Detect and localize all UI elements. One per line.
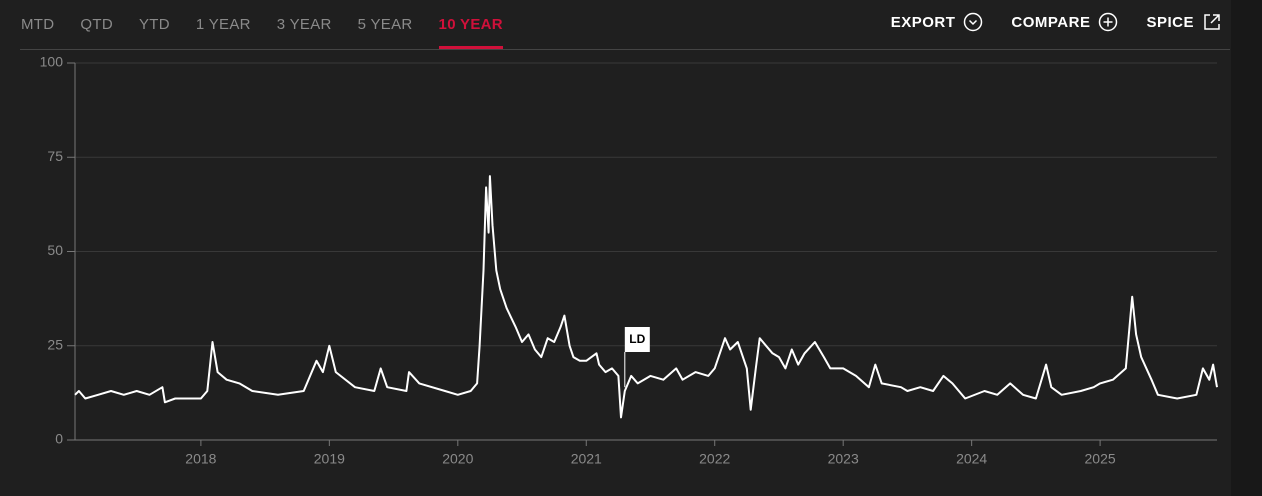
x-tick-label: 2024: [956, 451, 987, 467]
y-tick-label: 75: [47, 148, 63, 164]
export-icon: [964, 12, 983, 32]
x-tick-label: 2018: [185, 451, 216, 467]
y-tick-label: 25: [47, 336, 63, 352]
spice-button[interactable]: SPICE: [1146, 12, 1222, 32]
x-tick-label: 2021: [571, 451, 602, 467]
range-tab[interactable]: 5 YEAR: [357, 16, 413, 33]
range-tab[interactable]: 10 YEAR: [438, 0, 504, 49]
range-tab[interactable]: QTD: [80, 16, 113, 33]
x-tick-label: 2019: [314, 451, 345, 467]
annotation-label: LD: [629, 332, 645, 346]
side-panel: [1231, 0, 1262, 496]
export-label: EXPORT: [890, 13, 956, 31]
actions: EXPORT COMPARE SPICE: [863, 0, 1222, 44]
external-icon: [1204, 14, 1220, 30]
range-tab[interactable]: 3 YEAR: [276, 16, 332, 33]
x-tick-label: 2022: [699, 451, 730, 467]
compare-button[interactable]: COMPARE: [1011, 12, 1118, 32]
range-tabs: MTD QTD YTD 1 YEAR 3 YEAR 5 YEAR 10 YEAR: [21, 0, 529, 49]
spice-label: SPICE: [1146, 13, 1194, 31]
y-tick-label: 100: [40, 54, 64, 70]
compare-label: COMPARE: [1011, 13, 1091, 31]
x-tick-label: 2023: [828, 451, 859, 467]
export-button[interactable]: EXPORT: [891, 12, 984, 32]
data-line: [74, 175, 1218, 419]
divider: [20, 49, 1230, 50]
annotation-flag: [624, 327, 650, 352]
y-tick-label: 50: [47, 242, 63, 258]
chart: 0 25 50 75 100 2018 2019 2020 2021 2022 2023 2024 20…: [40, 54, 1218, 467]
compare-icon: [1099, 12, 1118, 32]
x-tick-label: 2020: [442, 451, 473, 467]
range-tab[interactable]: 1 YEAR: [195, 16, 251, 33]
y-tick-label: 0: [55, 431, 63, 447]
range-tab[interactable]: YTD: [138, 16, 170, 33]
x-tick-label: 2025: [1085, 451, 1116, 467]
range-tab[interactable]: MTD: [21, 16, 55, 33]
